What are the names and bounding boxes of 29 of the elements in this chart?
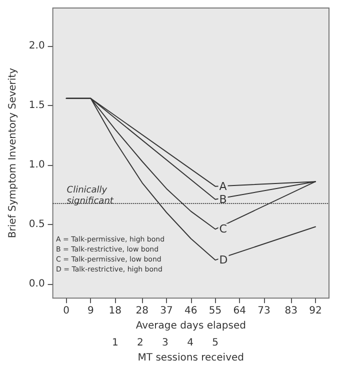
series-label: B [219, 192, 227, 206]
x-tick-label: 37 [160, 306, 173, 317]
y-tick-label: 1.0 [28, 159, 45, 170]
y-tick-label: 1.5 [28, 100, 45, 111]
x-tick-label: 55 [208, 306, 222, 317]
x-tick-label: 9 [88, 306, 94, 317]
series-label: D [219, 254, 228, 267]
x2-tick-label: 5 [212, 338, 219, 349]
x2-tick-label: 4 [187, 338, 194, 349]
x2-tick-label: 3 [162, 338, 168, 349]
x-tick-label: 46 [184, 306, 198, 317]
x2-tick-label: 2 [137, 338, 144, 349]
y-tick-label: 2.0 [28, 40, 45, 52]
y-axis-title: Brief Symptom Inventory Severity [8, 68, 18, 238]
x-tick-label: 73 [258, 306, 270, 317]
ref-line-label: Clinically significant [66, 185, 114, 206]
x-tick-label: 64 [233, 306, 246, 317]
series-label: C [219, 222, 228, 236]
y-tick-label: 0.0 [28, 278, 45, 290]
x-tick-label: 92 [309, 306, 322, 317]
x-tick-label: 28 [136, 306, 149, 317]
x2-axis-title: MT sessions received [138, 352, 244, 364]
x-tick-label: 0 [63, 306, 70, 317]
y-tick-label: 0.5 [28, 218, 45, 230]
x-tick-label: 83 [284, 306, 298, 317]
x2-tick-label: 1 [112, 338, 118, 349]
x-tick-label: 18 [108, 306, 122, 317]
x-axis-title: Average days elapsed [136, 320, 246, 332]
series-label: A [219, 180, 228, 193]
